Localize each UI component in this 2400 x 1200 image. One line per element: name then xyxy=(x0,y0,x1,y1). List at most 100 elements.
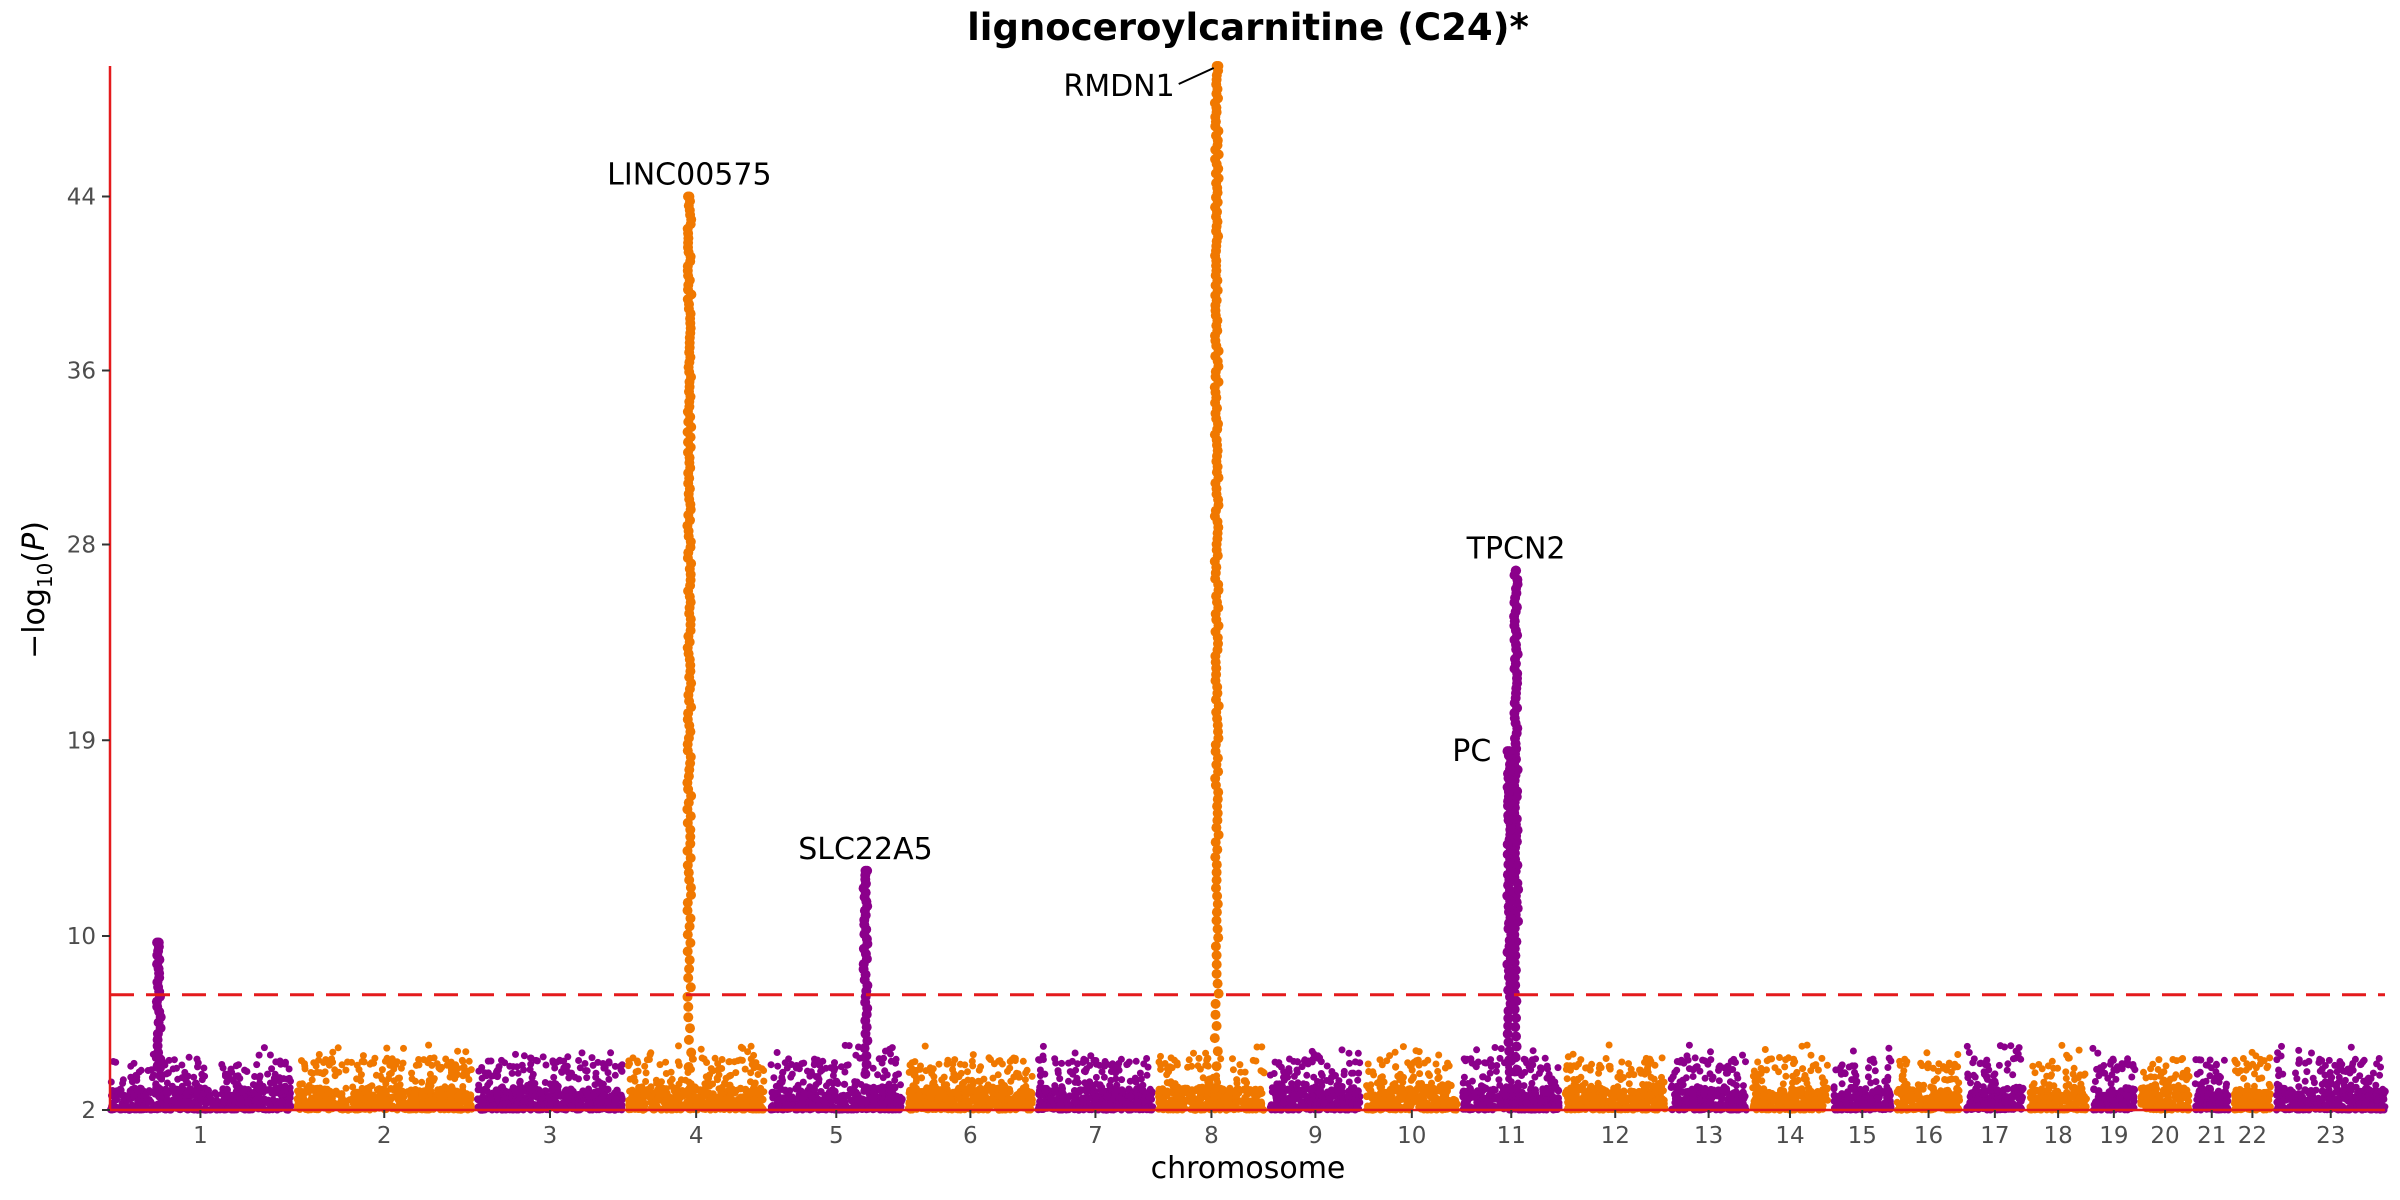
snp-point xyxy=(1569,1050,1577,1058)
snp-point xyxy=(1391,1048,1399,1056)
snp-point xyxy=(383,1044,391,1052)
snp-point xyxy=(1294,1079,1302,1087)
snp-point xyxy=(998,1088,1007,1097)
snp-point xyxy=(550,1073,558,1081)
snp-point xyxy=(613,1086,621,1095)
snp-point xyxy=(618,1061,626,1069)
snp-point xyxy=(1442,1086,1451,1094)
snp-point xyxy=(887,1050,894,1058)
snp-point xyxy=(1098,1087,1107,1095)
snp-point xyxy=(360,1058,368,1066)
snp-point xyxy=(1232,1091,1240,1100)
snp-point xyxy=(962,1090,971,1099)
snp-point xyxy=(1051,1088,1059,1096)
snp-point xyxy=(1236,1061,1244,1069)
snp-point xyxy=(430,1075,438,1083)
snp-point xyxy=(643,1056,651,1064)
snp-point xyxy=(831,1064,839,1072)
snp-point xyxy=(551,1064,559,1072)
snp-point xyxy=(1549,1093,1558,1102)
snp-point xyxy=(1010,1073,1018,1081)
snp-point xyxy=(486,1079,494,1087)
snp-point xyxy=(173,1064,180,1072)
snp-point xyxy=(969,1051,977,1059)
snp-point xyxy=(184,1098,192,1107)
snp-point xyxy=(262,1098,271,1106)
snp-point xyxy=(1177,1099,1185,1108)
snp-point xyxy=(583,1074,591,1082)
snp-point xyxy=(707,1065,715,1073)
snp-point xyxy=(1468,1077,1476,1085)
snp-point xyxy=(484,1057,492,1065)
snp-point xyxy=(235,1061,242,1069)
snp-point xyxy=(1133,1098,1142,1106)
snp-point xyxy=(562,1086,571,1094)
snp-point xyxy=(841,1041,849,1049)
snp-point xyxy=(662,1070,670,1077)
snp-point xyxy=(760,1077,768,1085)
snp-point xyxy=(605,1059,613,1067)
snp-point xyxy=(526,1066,534,1074)
snp-point xyxy=(301,1062,309,1070)
snp-point xyxy=(1298,1101,1306,1110)
snp-point xyxy=(747,1042,755,1050)
snp-point xyxy=(313,1068,321,1076)
snp-point xyxy=(697,1045,705,1053)
snp-point xyxy=(322,1077,330,1085)
snp-point xyxy=(1144,1063,1152,1071)
snp-point xyxy=(1277,1087,1286,1095)
snp-point xyxy=(353,1061,361,1069)
snp-point xyxy=(410,1089,419,1097)
snp-point xyxy=(750,1096,759,1104)
snp-point xyxy=(714,1097,722,1105)
snp-point xyxy=(732,1069,740,1077)
snp-point xyxy=(1416,1070,1424,1078)
snp-point xyxy=(1495,1076,1503,1084)
snp-point xyxy=(1407,1062,1415,1070)
snp-point xyxy=(339,1097,348,1105)
snp-point xyxy=(944,1056,952,1064)
snp-point xyxy=(113,1087,121,1095)
snp-point xyxy=(980,1086,988,1094)
snp-point xyxy=(1338,1046,1346,1054)
snp-point xyxy=(266,1051,274,1059)
snp-point xyxy=(1398,1094,1406,1102)
snp-point xyxy=(1412,1047,1420,1055)
snp-point xyxy=(462,1048,470,1056)
snp-point xyxy=(1126,1077,1134,1085)
snp-point xyxy=(425,1086,433,1094)
snp-point xyxy=(1376,1056,1384,1064)
snp-point xyxy=(1485,1091,1494,1099)
snp-point xyxy=(595,1096,604,1104)
snp-point xyxy=(1491,1044,1499,1051)
snp-point xyxy=(1435,1073,1443,1081)
snp-point xyxy=(387,1085,395,1093)
snp-point xyxy=(280,1086,289,1094)
snp-point xyxy=(1398,1075,1406,1083)
snp-point xyxy=(1073,1074,1081,1082)
snp-point xyxy=(1259,1068,1267,1076)
snp-point xyxy=(357,1071,365,1079)
snp-point xyxy=(1036,1097,1044,1106)
snp-point xyxy=(1092,1073,1100,1081)
snp-point xyxy=(375,1094,384,1102)
snp-point xyxy=(1435,1051,1443,1059)
snp-point xyxy=(575,1090,584,1099)
snp-point xyxy=(877,1087,886,1096)
snp-point xyxy=(338,1061,346,1069)
snp-point xyxy=(1059,1094,1068,1102)
snp-point xyxy=(1190,1049,1197,1057)
snp-point xyxy=(299,1080,306,1088)
snp-point xyxy=(877,1055,885,1063)
snp-point xyxy=(1521,1056,1529,1064)
snp-point xyxy=(737,1043,745,1051)
snp-point xyxy=(174,1075,182,1083)
snp-point xyxy=(386,1070,393,1078)
snp-point xyxy=(1297,1090,1305,1098)
snp-point xyxy=(795,1065,803,1073)
snp-point xyxy=(508,1069,516,1077)
snp-point xyxy=(1066,1068,1074,1076)
snp-point xyxy=(178,1061,186,1069)
snp-point xyxy=(1497,1100,1505,1108)
snp-point xyxy=(528,1074,536,1082)
